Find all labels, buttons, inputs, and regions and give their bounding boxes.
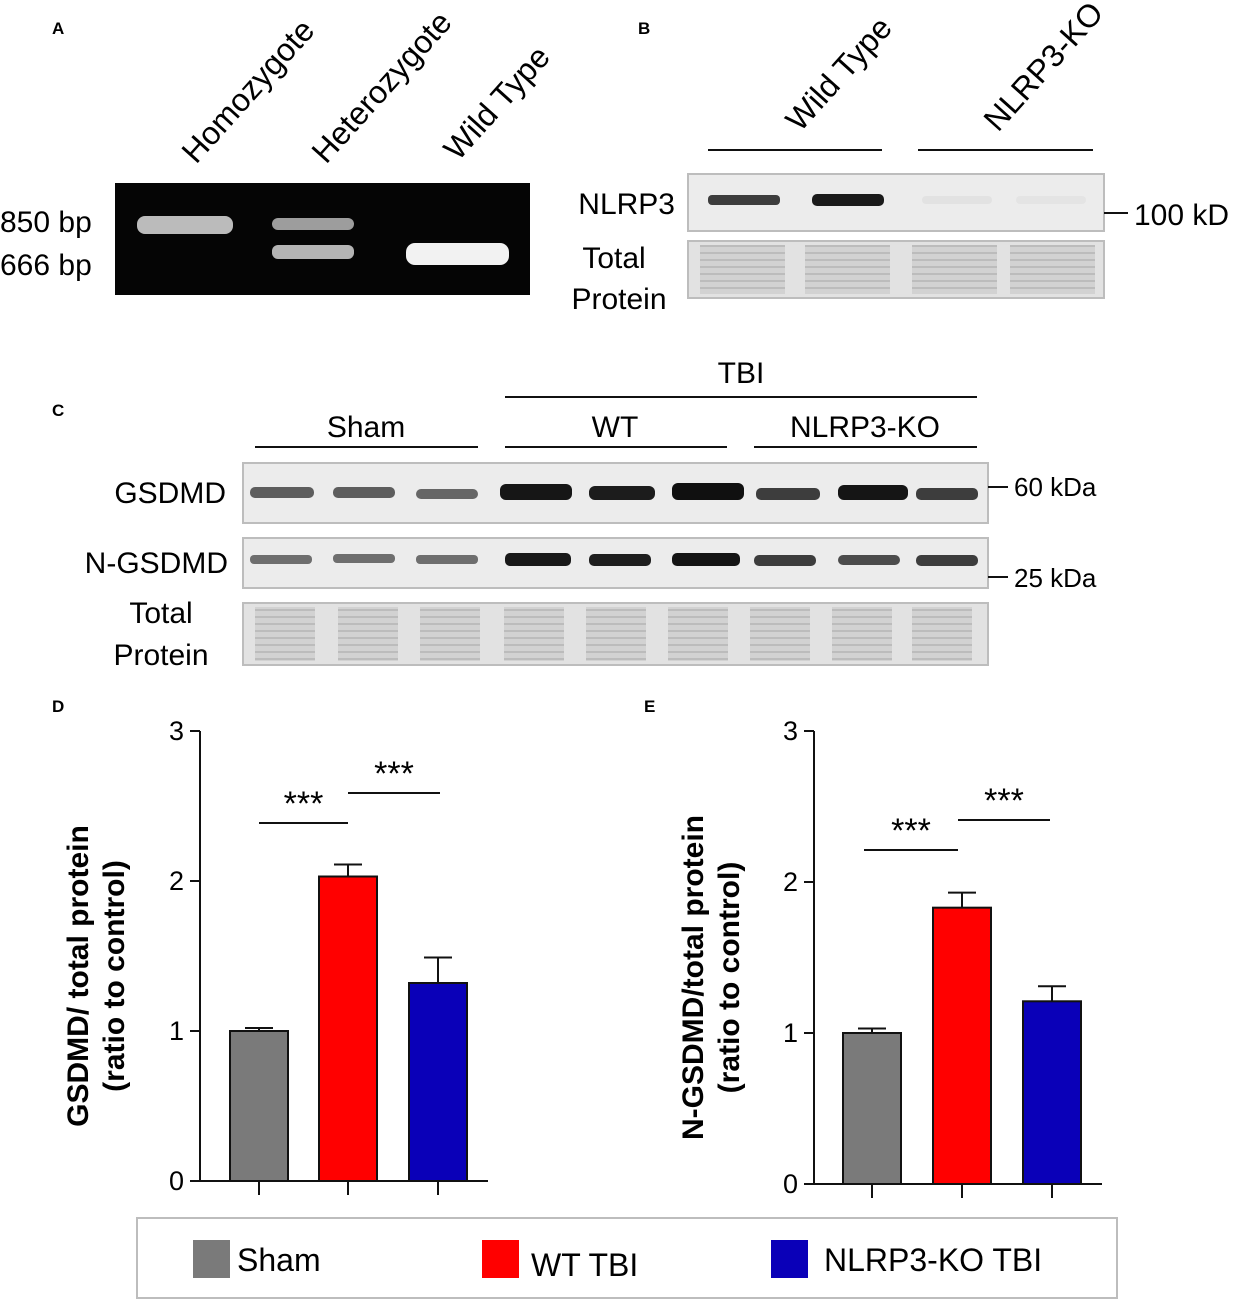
significance-label: *** — [891, 812, 931, 850]
blot-band — [812, 194, 884, 206]
legend-label-sham: Sham — [237, 1242, 321, 1278]
marker-60kda: 60 kDa — [1014, 472, 1097, 502]
row-label-nlrp3: NLRP3 — [578, 188, 675, 221]
y-tick-label: 1 — [169, 1016, 184, 1046]
protein-lane — [1010, 245, 1095, 294]
marker-850bp: 850 bp — [0, 206, 92, 239]
blot-band — [1016, 196, 1086, 204]
panel-letter-e: E — [644, 697, 655, 716]
row-label-total: Total — [582, 242, 645, 275]
blot-band — [708, 195, 780, 205]
significance-label: *** — [284, 785, 324, 823]
bar — [408, 982, 468, 1182]
protein-lanes-c — [255, 607, 972, 661]
row-label-total-c: Total — [129, 597, 192, 630]
marker-666bp: 666 bp — [0, 249, 92, 282]
bar — [318, 875, 378, 1182]
legend-swatch-sham — [193, 1240, 230, 1278]
row-label-protein: Protein — [571, 283, 666, 316]
group-label-sham: Sham — [327, 411, 405, 444]
y-axis-label: GSDMD/ total protein — [62, 825, 95, 1127]
protein-lane — [912, 245, 997, 294]
n-gsdmd-bands — [250, 553, 978, 566]
y-tick-label: 3 — [169, 716, 184, 746]
gel-band — [406, 243, 509, 265]
gel-band — [272, 218, 354, 230]
lane-label-heterozygote: Heterozygote — [304, 4, 458, 170]
protein-lane — [700, 245, 785, 294]
panel-letter-d: D — [52, 697, 64, 716]
lane-label-wild-type: Wild Type — [436, 39, 556, 167]
y-tick-label: 3 — [783, 716, 798, 746]
legend-swatch-wt-tbi — [482, 1240, 519, 1278]
marker-100kd: 100 kD — [1134, 199, 1229, 232]
gel-band — [272, 245, 354, 259]
group-label-nlrp3-ko-c: NLRP3-KO — [790, 411, 940, 444]
row-label-n-gsdmd: N-GSDMD — [85, 547, 228, 580]
blot-band — [922, 196, 992, 204]
panel-letter-b: B — [638, 19, 650, 38]
legend-swatch-nlrp3-ko-tbi — [771, 1240, 808, 1278]
legend-label-nlrp3-ko-tbi: NLRP3-KO TBI — [824, 1242, 1042, 1278]
chart-d: 0 1 2 3 *** *** GSDMD/ total protein (ratio to … — [62, 716, 488, 1196]
y-tick-label: 1 — [783, 1018, 798, 1048]
significance-label: *** — [984, 782, 1024, 820]
y-axis-label: N-GSDMD/total protein — [677, 815, 710, 1140]
bar — [1022, 1000, 1082, 1185]
y-tick-label: 2 — [783, 867, 798, 897]
tbi-label: TBI — [718, 357, 765, 390]
marker-25kda: 25 kDa — [1014, 563, 1097, 593]
row-label-protein-c: Protein — [113, 639, 208, 672]
y-tick-label: 0 — [169, 1166, 184, 1196]
row-label-gsdmd: GSDMD — [114, 477, 226, 510]
panel-letter-a: A — [52, 19, 64, 38]
bar — [842, 1032, 902, 1185]
bar — [932, 906, 992, 1185]
chart-e: 0 1 2 3 *** *** N-GSDMD/total protein (ratio to… — [677, 716, 1102, 1199]
panel-letter-c: C — [52, 401, 64, 420]
y-axis-label: (ratio to control) — [713, 862, 746, 1094]
y-tick-label: 2 — [169, 866, 184, 896]
gsdmd-bands — [250, 483, 978, 500]
group-label-wt: WT — [592, 411, 639, 444]
group-label-nlrp3-ko: NLRP3-KO — [976, 0, 1110, 138]
lane-label-homozygote: Homozygote — [174, 12, 321, 170]
significance-label: *** — [374, 755, 414, 793]
protein-lane — [805, 245, 890, 294]
legend-label-wt-tbi: WT TBI — [531, 1247, 638, 1283]
y-tick-label: 0 — [783, 1169, 798, 1199]
legend-box — [136, 1217, 1118, 1299]
gel-band — [137, 216, 233, 234]
y-axis-label: (ratio to control) — [98, 860, 131, 1092]
group-label-wild-type: Wild Type — [778, 10, 898, 138]
bar — [229, 1030, 289, 1182]
agarose-gel — [115, 183, 530, 295]
